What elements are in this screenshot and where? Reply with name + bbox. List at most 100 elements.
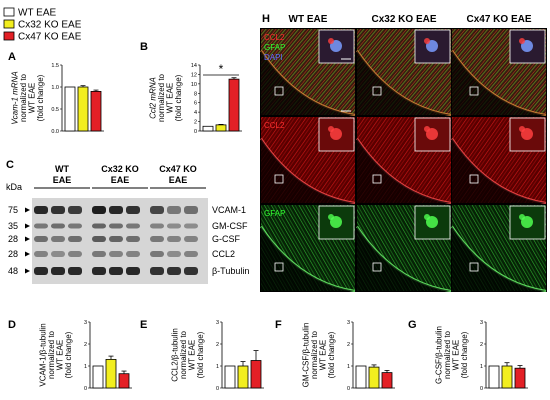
band-protein-label: G-CSF (212, 234, 241, 244)
zoom-region-box (469, 174, 479, 184)
blot-band (109, 236, 123, 242)
y-axis-label-line: WT EAE (187, 340, 196, 371)
y-axis-label-line: normalized to (47, 330, 56, 379)
image-dark-region (261, 50, 355, 115)
bar-e-1 (237, 365, 249, 389)
blot-band (167, 267, 181, 275)
y-axis-label-line: WT EAE (27, 83, 36, 114)
inset-process (424, 38, 430, 44)
blot-band (150, 206, 164, 214)
pial-edge (356, 225, 452, 293)
legend: WT EAE Cx32 KO EAE Cx47 KO EAE (3, 7, 82, 43)
blot-band (34, 236, 48, 242)
kda-marker: 35 (8, 221, 18, 231)
zoom-region-box (469, 262, 479, 272)
micro-col-title-cx47: Cx47 KO EAE (466, 14, 531, 25)
bar-a-2 (90, 91, 102, 132)
blot-band (68, 206, 82, 214)
blot-band (150, 236, 164, 242)
y-axis-label-line: G-CSF/β-tubulin (434, 326, 443, 384)
kda-label: kDa (6, 182, 22, 192)
blot-band (184, 267, 198, 275)
bar-d-0 (92, 365, 104, 389)
y-axis-label-line: (fold change) (174, 74, 183, 121)
zoom-region-box (372, 174, 382, 184)
blot-group-wt-line2: EAE (53, 175, 72, 185)
band-protein-label: GM-CSF (212, 221, 248, 231)
bar-d-1 (105, 358, 117, 389)
panel-label-b: B (140, 41, 148, 53)
blot-group-cx47-line1: Cx47 KO (159, 164, 197, 174)
blot-band (68, 236, 82, 242)
blot-band (92, 251, 106, 257)
image-dark-region (261, 138, 355, 203)
blot-band (184, 206, 198, 214)
micro-tile-r0-c1 (356, 29, 452, 117)
micro-tile-r2-c0 (260, 205, 356, 293)
blot-band (68, 251, 82, 257)
y-axis-label-line: normalized to (157, 73, 166, 122)
band-protein-label: β-Tubulin (212, 266, 249, 276)
y-axis-label-line: Ccl2 mRNA (148, 77, 157, 119)
blot-band (34, 206, 48, 214)
zoom-region-box (469, 86, 479, 96)
legend-swatch-wt (3, 7, 15, 17)
bar-b-0 (202, 125, 214, 132)
y-axis-label-line: normalized to (310, 330, 319, 379)
blot-band (51, 206, 65, 214)
y-axis-label: Ccl2 mRNA normalized to WT EAE (fold change… (148, 73, 183, 122)
y-tick-label: 3 (347, 320, 350, 326)
micro-tile-r1-c0 (260, 117, 356, 205)
blot-group-cx32-line1: Cx32 KO (101, 164, 139, 174)
y-tick-label: 8 (194, 91, 197, 97)
blot-band (167, 251, 181, 257)
blot-band (68, 223, 82, 229)
micro-tile-r1-c1 (356, 117, 452, 205)
y-tick-label: 0 (216, 386, 219, 392)
panel-label-g: G (408, 319, 417, 331)
blot-band (109, 223, 123, 229)
blot-group-wt-line1: WT (55, 164, 69, 174)
blot-band (167, 236, 181, 242)
zoom-inset (509, 117, 546, 152)
blot-band (34, 223, 48, 229)
micro-tile-r0-c2 (451, 29, 547, 117)
kda-marker: 28 (8, 234, 18, 244)
bar-g-0 (488, 365, 500, 389)
blot-band (167, 206, 181, 214)
band-protein-label: CCL2 (212, 249, 235, 259)
zoom-inset (318, 205, 355, 240)
blot-band (51, 267, 65, 275)
y-tick-label: 2 (84, 342, 87, 348)
significance-star: * (219, 62, 224, 76)
y-tick-label: 0 (480, 386, 483, 392)
blot-band (92, 267, 106, 275)
blot-band (92, 223, 106, 229)
pial-edge (451, 137, 547, 205)
panel-label-d: D (8, 319, 16, 331)
micro-tile-r2-c2 (451, 205, 547, 293)
y-tick-label: 10 (191, 82, 197, 88)
y-tick-label: 1 (84, 364, 87, 370)
pial-edge (451, 49, 547, 117)
microscopy-panel: WT EAE Cx32 KO EAE Cx47 KO EAE CCL2 GFAP… (260, 14, 547, 293)
chart-e: 0 1 2 3 CCL2/β-tubulin normalized to WT EAE (fo… (170, 320, 264, 392)
y-tick-label: 3 (84, 320, 87, 326)
blot-band (34, 251, 48, 257)
y-tick-label: 2 (347, 342, 350, 348)
blot-band (92, 206, 106, 214)
micro-label-ccl2: CCL2 (264, 121, 285, 130)
y-axis-label-line: normalized to (19, 73, 28, 122)
blot-group-cx47-line2: EAE (169, 175, 188, 185)
y-tick-label: 6 (194, 101, 197, 107)
y-tick-label: 14 (191, 63, 197, 69)
y-axis-label-line: (fold change) (460, 331, 469, 378)
pial-edge (260, 137, 356, 205)
pial-edge (451, 225, 547, 293)
pial-edge (260, 225, 356, 293)
panel-label-e: E (140, 319, 147, 331)
bar-e-0 (224, 365, 236, 389)
bar-f-2 (381, 372, 393, 389)
y-tick-label: 0 (84, 386, 87, 392)
y-axis-label-line: WT EAE (318, 340, 327, 371)
